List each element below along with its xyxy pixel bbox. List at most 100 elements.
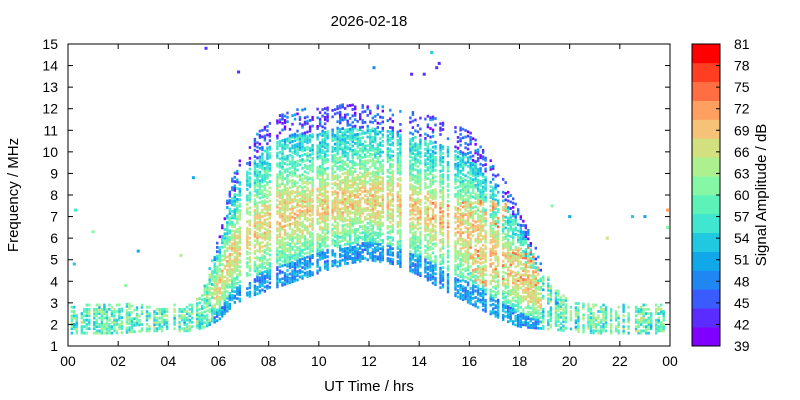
data-point xyxy=(434,229,437,233)
data-point xyxy=(476,228,480,232)
data-point xyxy=(296,129,299,133)
data-point xyxy=(426,134,430,137)
data-point xyxy=(95,307,98,311)
data-point xyxy=(198,325,201,328)
data-point xyxy=(293,182,297,186)
data-point xyxy=(253,235,257,238)
data-point xyxy=(344,191,347,194)
data-point xyxy=(323,159,327,162)
data-point xyxy=(434,196,437,200)
data-point xyxy=(439,159,442,162)
data-point xyxy=(198,312,201,315)
data-point xyxy=(389,201,392,205)
data-point xyxy=(238,204,241,208)
data-point xyxy=(331,208,334,212)
data-point xyxy=(454,175,457,179)
data-point xyxy=(261,288,264,292)
data-point xyxy=(459,221,462,225)
data-point xyxy=(489,234,492,238)
data-point xyxy=(466,182,470,185)
data-point xyxy=(456,146,460,150)
data-point xyxy=(233,175,236,179)
data-point xyxy=(389,117,392,121)
data-point xyxy=(414,146,417,150)
data-point xyxy=(281,150,284,153)
data-point xyxy=(308,119,312,122)
data-point xyxy=(203,306,206,309)
data-point xyxy=(439,219,442,223)
data-point xyxy=(354,183,357,186)
data-point xyxy=(233,214,236,218)
data-point xyxy=(291,133,294,137)
data-point xyxy=(246,203,249,206)
data-point xyxy=(301,179,304,183)
data-point xyxy=(333,112,337,116)
data-point xyxy=(371,148,374,152)
data-point xyxy=(426,211,430,215)
data-point xyxy=(454,268,457,272)
data-point xyxy=(459,193,462,197)
data-point xyxy=(471,253,475,257)
data-point xyxy=(351,114,354,118)
data-point xyxy=(326,130,329,133)
data-point xyxy=(346,223,349,226)
data-point xyxy=(321,194,324,198)
data-point xyxy=(434,205,437,209)
data-point xyxy=(481,299,485,303)
data-point xyxy=(461,285,465,289)
data-point xyxy=(346,152,349,155)
data-point xyxy=(356,227,359,231)
data-point xyxy=(226,238,229,242)
data-point xyxy=(321,244,324,247)
data-point xyxy=(346,169,349,172)
data-point xyxy=(238,187,241,191)
data-point xyxy=(308,239,312,243)
data-point xyxy=(98,307,101,311)
data-point xyxy=(308,192,312,196)
data-point xyxy=(411,236,415,239)
data-point xyxy=(283,224,287,228)
data-point xyxy=(441,145,445,149)
data-point xyxy=(316,265,319,268)
data-point xyxy=(226,283,229,287)
data-point xyxy=(469,274,472,277)
data-point xyxy=(323,232,327,236)
data-point xyxy=(466,171,470,175)
data-point xyxy=(316,148,319,152)
data-point xyxy=(481,189,485,193)
data-point xyxy=(263,251,267,254)
data-point xyxy=(316,207,319,210)
data-point xyxy=(331,158,334,162)
data-point xyxy=(238,284,241,288)
data-point xyxy=(261,163,264,167)
data-point xyxy=(165,325,169,328)
data-point xyxy=(253,267,257,271)
data-point xyxy=(158,316,161,320)
data-point xyxy=(471,161,475,164)
data-point xyxy=(399,185,402,189)
data-point xyxy=(346,141,349,144)
data-point xyxy=(399,140,402,143)
data-point xyxy=(323,234,327,238)
data-point xyxy=(178,329,181,333)
data-point xyxy=(288,216,292,220)
data-point xyxy=(351,151,354,154)
data-point xyxy=(371,209,374,213)
data-point xyxy=(208,288,211,292)
data-point xyxy=(446,243,450,246)
data-point xyxy=(341,237,344,240)
data-point xyxy=(411,119,415,123)
data-point xyxy=(431,247,435,250)
data-point xyxy=(431,270,435,274)
data-point xyxy=(441,242,445,246)
data-point xyxy=(80,327,83,331)
data-point xyxy=(441,182,445,185)
data-point xyxy=(374,201,377,204)
data-point xyxy=(399,239,402,243)
data-point xyxy=(426,257,430,260)
data-point xyxy=(253,213,257,217)
data-point xyxy=(366,198,369,201)
data-point xyxy=(298,148,302,152)
data-point xyxy=(256,165,259,168)
data-point xyxy=(359,246,362,250)
